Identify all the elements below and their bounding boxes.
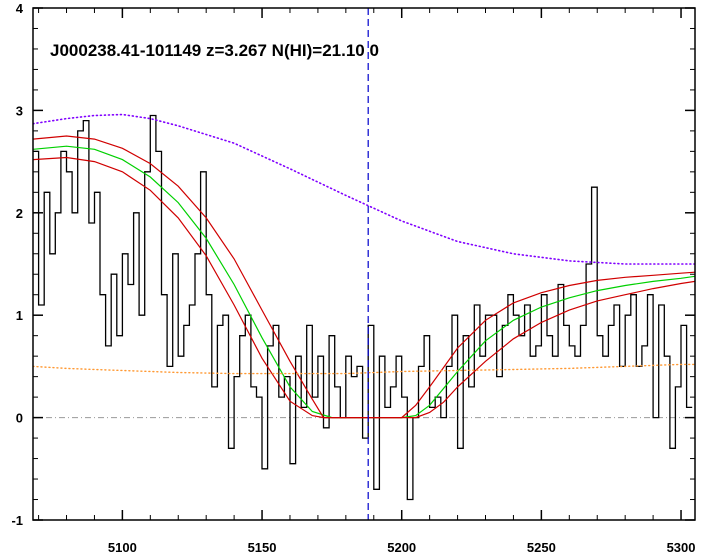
y-tick-label: 1 [16,308,23,323]
plot-area [33,8,695,520]
y-tick-label: 2 [16,206,23,221]
axes [32,7,696,521]
x-tick-label: 5250 [527,540,556,555]
series-flux [33,114,693,501]
x-tick-label: 5200 [387,540,416,555]
y-tick-label: 0 [16,411,23,426]
series-continuum [33,113,695,265]
y-tick-label: -1 [11,513,23,528]
x-tick-label: 5150 [248,540,277,555]
series-error [33,363,695,375]
series-model-lower [33,156,695,419]
x-tick-label: 5300 [667,540,696,555]
y-tick-label: 3 [16,103,23,118]
x-tick-label: 5100 [108,540,137,555]
tick-labels: 5100 5150 5200 5250 5300 -1 0 1 2 3 4 [11,1,695,555]
y-tick-label: 4 [16,1,24,16]
chart-title: J000238.41-101149 z=3.267 N(HI)=21.10 0 [50,41,379,60]
plot-frame [32,7,696,521]
